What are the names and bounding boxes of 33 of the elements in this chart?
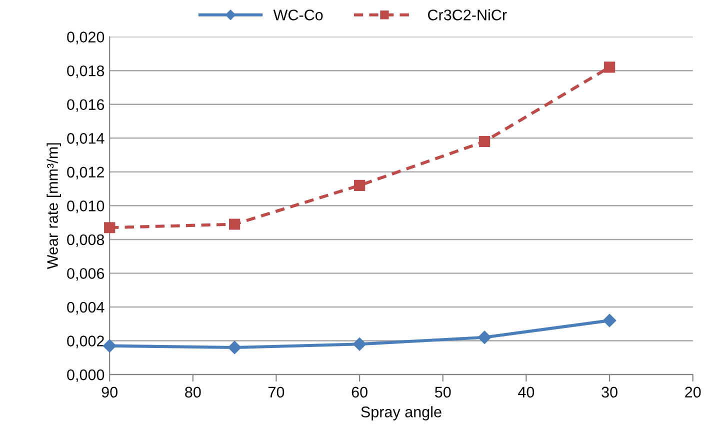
y-tick-label: 0,016 (67, 99, 104, 112)
y-tick-label: 0,006 (67, 268, 104, 281)
point (229, 218, 240, 230)
y-tick-label: 0,010 (67, 200, 104, 214)
x-tick-label: 50 (435, 386, 451, 398)
y-tick-label: 0,004 (67, 302, 104, 314)
x-tick-label: 30 (602, 386, 618, 398)
point (478, 136, 490, 148)
y-tick-label: 0,012 (67, 166, 104, 180)
legend-label: Cr3C2-NiCr (428, 9, 507, 20)
y-tick-label: 0,000 (67, 369, 104, 382)
x-tick-label: 40 (518, 386, 534, 398)
y-tick-label: 0,020 (67, 32, 104, 44)
point (352, 338, 366, 351)
point (602, 314, 616, 328)
point (102, 339, 116, 352)
x-tick-label: 20 (685, 386, 701, 398)
x-tick-label: 70 (268, 386, 284, 398)
y-tick-label: 0,014 (67, 132, 104, 146)
y-axis-title: Wear rate [mm³/m] (46, 143, 61, 270)
point (104, 222, 116, 234)
x-tick-label: 90 (102, 386, 118, 398)
point (478, 330, 492, 344)
point (354, 180, 366, 191)
y-tick-label: 0,002 (67, 336, 104, 348)
legend-label: WC-Co (273, 10, 323, 20)
x-tick-label: 80 (185, 386, 201, 398)
y-tick-label: 0,018 (67, 65, 104, 78)
y-tick-label: 0,008 (67, 234, 104, 247)
point (604, 62, 616, 73)
x-axis-title: Spray angle (361, 406, 442, 420)
x-tick-label: 60 (352, 386, 368, 398)
point (228, 340, 242, 354)
